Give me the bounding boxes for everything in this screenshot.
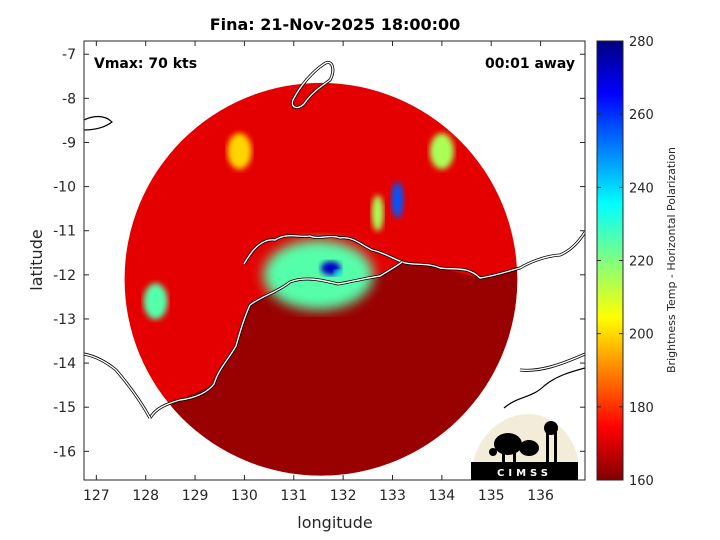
colorbar-tick-label: 240 [629, 181, 654, 196]
plot-area [84, 41, 585, 480]
y-tick-label: -12 [53, 268, 76, 284]
y-tick-label: -13 [53, 312, 76, 328]
coastline [84, 61, 585, 419]
x-tick-label: 130 [231, 488, 258, 504]
y-tick-label: -16 [53, 444, 76, 460]
x-tick-label: 129 [182, 488, 209, 504]
land-fill [124, 232, 518, 476]
feature-inner-core [263, 239, 374, 310]
x-tick-label: 136 [527, 488, 554, 504]
time-offset-annotation: 00:01 away [485, 56, 575, 72]
feature-convection [143, 283, 168, 320]
chart-title: Fina: 21-Nov-2025 18:00:00 [210, 15, 461, 34]
y-axis: -7 -8 -9 -10 -11 -12 -13 -14 -15 -16 [53, 47, 585, 460]
feature-convection [227, 133, 252, 170]
y-tick-label: -10 [53, 180, 76, 196]
colorbar-gradient [596, 40, 624, 481]
y-tick-label: -8 [62, 91, 76, 107]
feature-rainband [371, 195, 384, 232]
x-tick-label: 128 [132, 488, 159, 504]
colorbar: 160 180 200 220 240 260 280 Brightness Temp - … [596, 35, 678, 489]
plot-frame [83, 40, 586, 481]
cimss-logo: CIMSS [471, 414, 578, 480]
feature-rainband [391, 181, 404, 218]
y-tick-label: -15 [53, 400, 76, 416]
y-tick-label: -11 [53, 224, 76, 240]
colorbar-tick-label: 200 [629, 328, 654, 343]
x-tick-label: 131 [280, 488, 307, 504]
x-tick-label: 133 [379, 488, 406, 504]
colorbar-tick-label: 160 [629, 474, 654, 489]
convection-features [143, 133, 454, 320]
x-axis-label: longitude [297, 513, 372, 532]
y-tick-label: -14 [53, 356, 76, 372]
colorbar-tick-label: 220 [629, 255, 654, 270]
colorbar-tick-label: 280 [629, 35, 654, 50]
colorbar-tick-label: 260 [629, 108, 654, 123]
feature-convection [429, 133, 454, 170]
feature-eye [334, 269, 343, 276]
land-region [124, 232, 518, 476]
y-tick-label: -7 [62, 47, 76, 63]
colorbar-label: Brightness Temp - Horizontal Polarizatio… [665, 147, 678, 373]
logo-text: CIMSS [497, 468, 552, 479]
x-tick-label: 135 [478, 488, 505, 504]
x-tick-label: 134 [428, 488, 455, 504]
y-axis-label: latitude [27, 229, 46, 290]
vmax-annotation: Vmax: 70 kts [94, 56, 197, 72]
x-axis: 127 128 129 130 131 132 133 134 135 136 [83, 41, 554, 504]
x-tick-label: 132 [330, 488, 357, 504]
y-tick-label: -9 [62, 135, 76, 151]
x-tick-label: 127 [83, 488, 110, 504]
colorbar-tick-label: 180 [629, 401, 654, 416]
